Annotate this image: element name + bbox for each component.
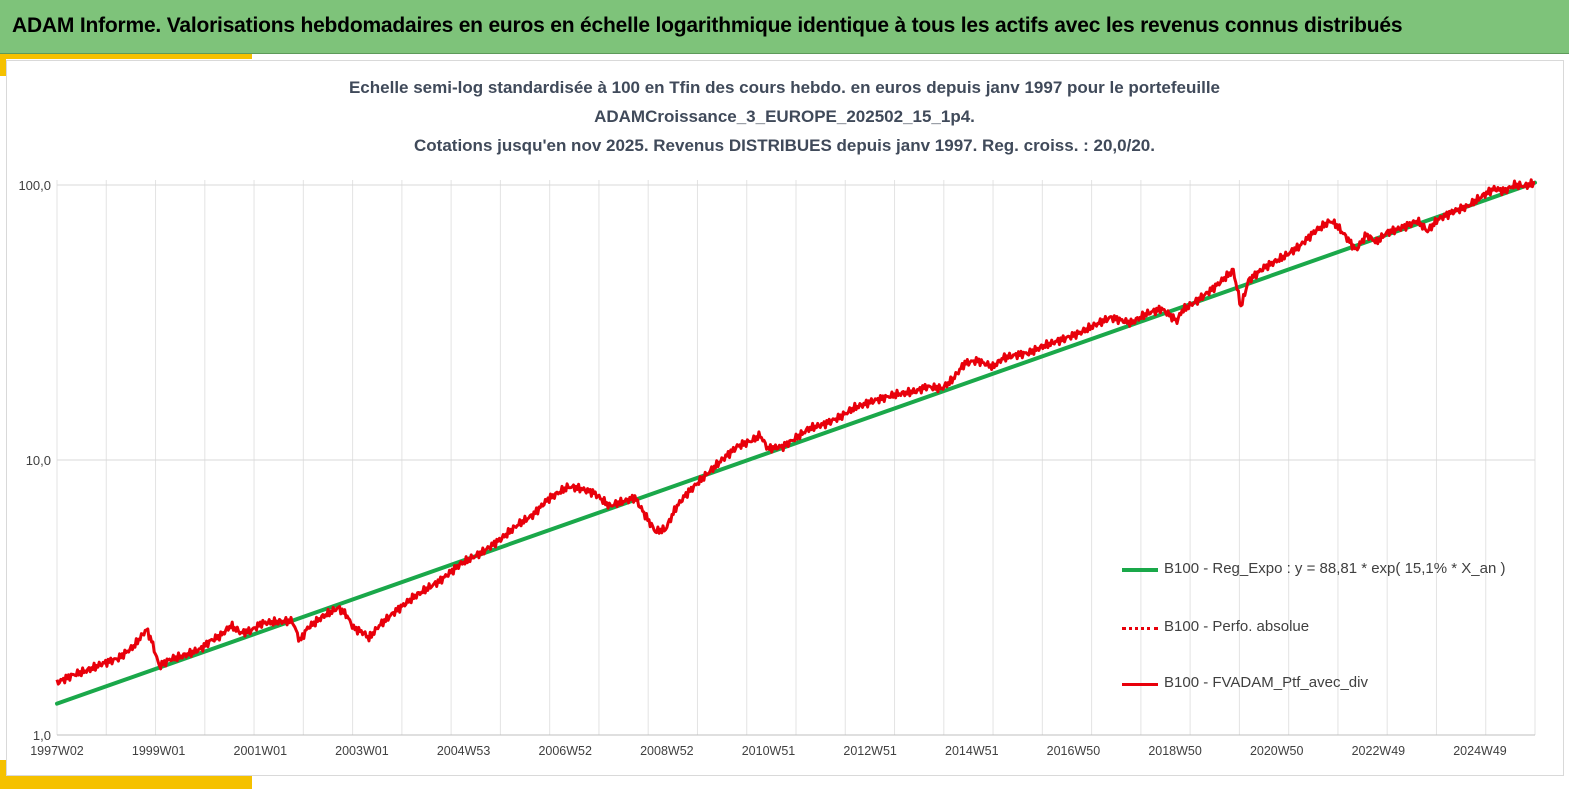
chart-title-line-1: Echelle semi-log standardisée à 100 en T…: [348, 78, 1221, 97]
banner-title: ADAM Informe. Valorisations hebdomadaire…: [12, 14, 1403, 37]
x-tick-label: 2004W53: [437, 744, 491, 758]
x-tick-label: 2001W01: [234, 744, 288, 758]
series-regression-line: [55, 180, 1537, 706]
x-tick-label: 2018W50: [1148, 744, 1202, 758]
legend-swatch-portfolio: [1122, 683, 1158, 686]
legend-swatch-regression: [1122, 568, 1158, 572]
x-tick-label: 2024W49: [1453, 744, 1507, 758]
x-tick-label: 2016W50: [1047, 744, 1101, 758]
x-tick-label: 2020W50: [1250, 744, 1304, 758]
chart-title-line-2: ADAMCroissance_3_EUROPE_202502_15_1p4.: [594, 107, 975, 126]
x-tick-label: 2022W49: [1352, 744, 1406, 758]
legend-swatch-perfo: [1122, 627, 1158, 630]
x-tick-label: 1999W01: [132, 744, 186, 758]
legend-label-portfolio: B100 - FVADAM_Ptf_avec_div: [1164, 674, 1368, 691]
legend-label-perfo: B100 - Perfo. absolue: [1164, 618, 1310, 635]
y-tick-label: 100,0: [18, 178, 51, 193]
accent-bar-bottom: [0, 776, 252, 789]
x-tick-label: 2014W51: [945, 744, 999, 758]
x-tick-label: 2006W52: [538, 744, 592, 758]
accent-bar-left: [0, 54, 6, 76]
y-tick-label: 1,0: [33, 728, 51, 743]
accent-bar-top: [0, 54, 252, 59]
chart-title-line-3: Cotations jusqu'en nov 2025. Revenus DIS…: [414, 136, 1155, 155]
x-tick-label: 2008W52: [640, 744, 694, 758]
chart-frame: [6, 60, 1564, 776]
banner: ADAM Informe. Valorisations hebdomadaire…: [0, 0, 1569, 54]
x-tick-label: 1997W02: [30, 744, 84, 758]
accent-bar-bottom-left: [0, 760, 6, 789]
x-tick-label: 2003W01: [335, 744, 389, 758]
legend-label-regression: B100 - Reg_Expo : y = 88,81 * exp( 15,1%…: [1164, 560, 1506, 577]
series-portfolio-line: [55, 178, 1536, 686]
x-tick-label: 2012W51: [843, 744, 897, 758]
y-tick-label: 10,0: [26, 453, 51, 468]
x-tick-label: 2010W51: [742, 744, 796, 758]
